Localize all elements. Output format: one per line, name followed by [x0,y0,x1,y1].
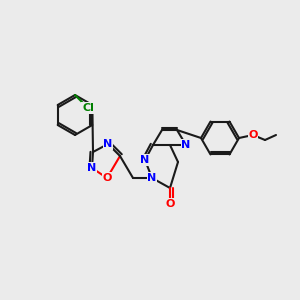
Text: O: O [248,130,258,140]
Text: Cl: Cl [82,103,94,113]
Text: N: N [140,155,150,165]
Text: N: N [87,163,97,173]
Text: N: N [147,173,157,183]
Text: O: O [102,173,112,183]
Text: O: O [165,199,175,209]
Text: N: N [103,139,112,149]
Text: N: N [182,140,190,150]
